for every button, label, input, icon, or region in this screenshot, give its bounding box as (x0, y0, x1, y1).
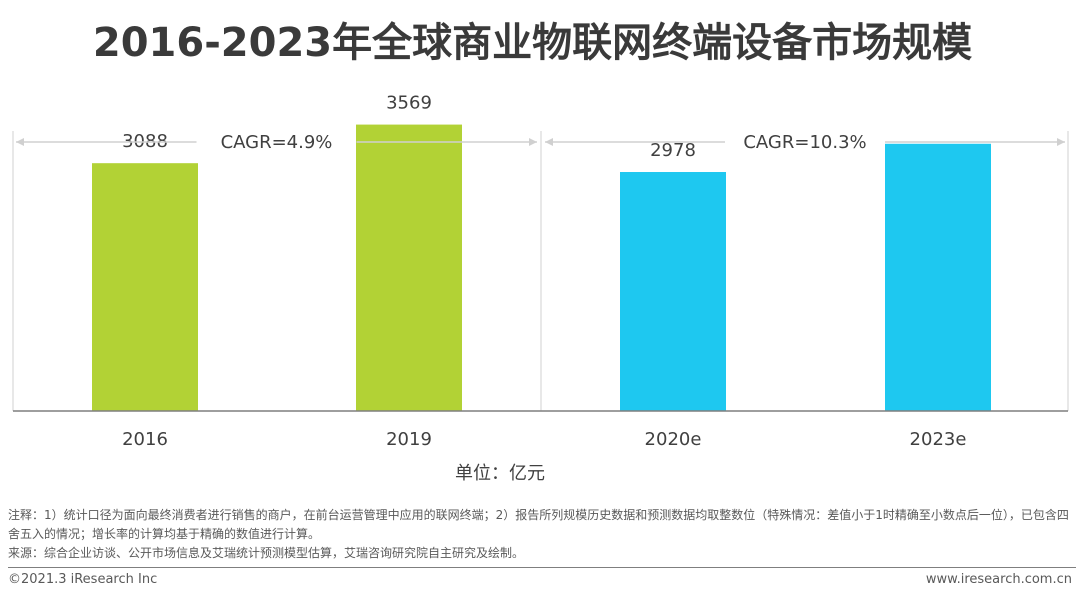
cagr-arrowhead-right-0 (529, 138, 537, 146)
cagr-arrowhead-left-1 (545, 138, 553, 146)
cagr-label-1: CAGR=10.3% (743, 132, 866, 153)
x-tick-label-2023e: 2023e (910, 429, 967, 450)
x-tick-label-2020e: 2020e (645, 429, 702, 450)
notes: 注释：1）统计口径为面向最终消费者进行销售的商户，在前台运营管理中应用的联网终端… (8, 506, 1076, 563)
website-link[interactable]: www.iresearch.com.cn (925, 572, 1072, 587)
x-tick-label-2019: 2019 (386, 429, 432, 450)
data-label-2020e: 2978 (650, 140, 696, 161)
bar-2023e (885, 143, 991, 411)
cagr-arrowhead-right-1 (1057, 138, 1065, 146)
x-tick-label-2016: 2016 (122, 429, 168, 450)
bar-2016 (92, 163, 198, 411)
note-text: 注释：1）统计口径为面向最终消费者进行销售的商户，在前台运营管理中应用的联网终端… (8, 508, 1069, 541)
cagr-label-0: CAGR=4.9% (221, 132, 333, 153)
footer-divider (8, 567, 1076, 568)
copyright: ©2021.3 iResearch Inc (8, 572, 158, 587)
bar-2019 (356, 124, 462, 411)
source-text: 来源：综合企业访谈、公开市场信息及艾瑞统计预测模型估算，艾瑞咨询研究院自主研究及… (8, 546, 525, 560)
cagr-arrowhead-left-0 (16, 138, 24, 146)
data-label-2019: 3569 (386, 93, 432, 114)
bar-2020e (620, 172, 726, 411)
chart-title: 2016-2023年全球商业物联网终端设备市场规模 (92, 20, 973, 66)
unit-label: 单位：亿元 (455, 463, 545, 484)
